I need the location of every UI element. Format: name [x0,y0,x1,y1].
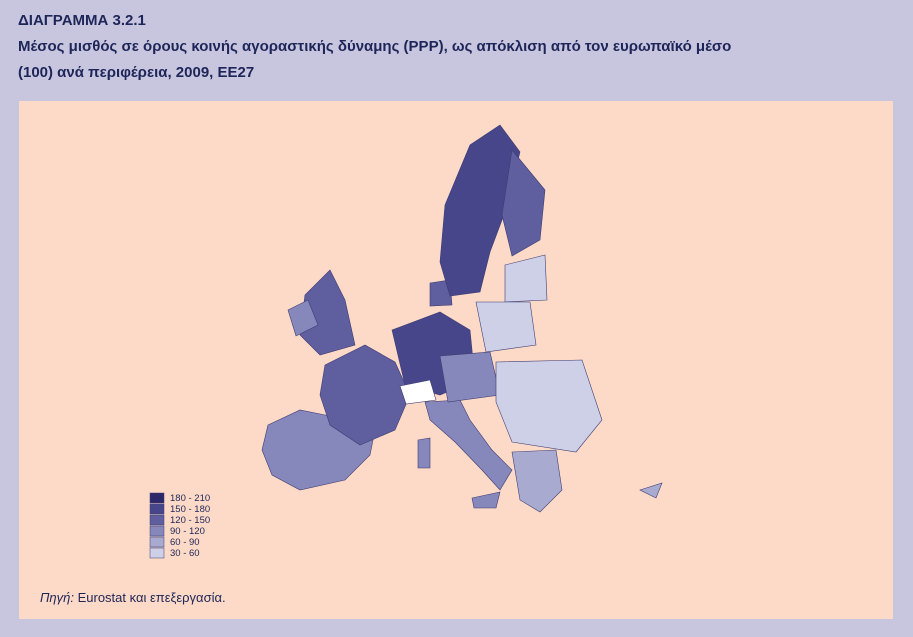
region [417,437,431,469]
legend-swatch [149,536,165,548]
source-prefix: Πηγή: [40,590,74,605]
region [439,351,501,403]
region [639,482,663,499]
legend-label: 150 - 180 [170,504,210,515]
source: Πηγή: Eurostat και επεξεργασία. [40,590,226,605]
title-line: Μέσος μισθός σε όρους κοινής αγοραστικής… [18,38,732,55]
region [471,491,501,509]
region [495,359,603,453]
region [287,299,319,337]
legend-label: 90 - 120 [170,526,205,537]
legend-swatch [149,547,165,559]
legend-label: 120 - 150 [170,515,210,526]
legend-label: 30 - 60 [170,548,200,559]
legend-swatch [149,503,165,515]
legend-swatch [149,514,165,526]
legend-swatch [149,525,165,537]
region [299,269,356,356]
region [504,254,548,303]
legend-label: 60 - 90 [170,537,200,548]
region [511,449,563,513]
legend-swatch [149,492,165,504]
source-text: Eurostat και επεξεργασία. [77,590,226,605]
title-line: (100) ανά περιφέρεια, 2009, ΕΕ27 [18,64,255,81]
region [501,149,546,257]
region [475,301,537,353]
region [424,399,513,491]
diagram-label: ΔΙΑΓΡΑΜΜΑ 3.2.1 [18,12,146,29]
region [429,279,453,307]
region [439,124,521,297]
legend-label: 180 - 210 [170,493,210,504]
regions [261,124,663,513]
region [319,344,411,446]
header: ΔΙΑΓΡΑΜΜΑ 3.2.1 Μέσος μισθός σε όρους κο… [18,8,731,86]
region [399,379,437,405]
